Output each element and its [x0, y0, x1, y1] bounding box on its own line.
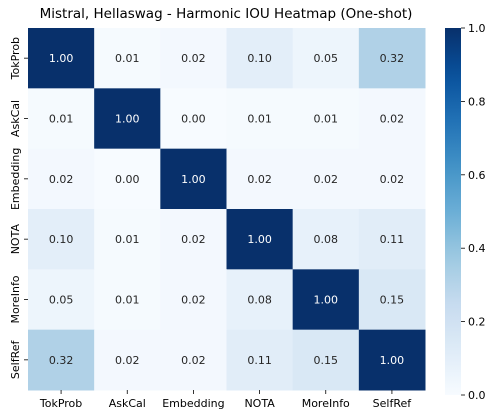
cell-value-label: 0.02	[181, 52, 206, 65]
heatmap-cell	[358, 269, 426, 331]
x-tick-label: MoreInfo	[302, 397, 350, 410]
heatmap-cell	[292, 329, 360, 391]
heatmap-cell	[358, 88, 426, 150]
heatmap-cell	[28, 28, 95, 89]
cell-value-label: 0.00	[181, 113, 206, 126]
cell-value-label: 0.08	[314, 233, 339, 246]
heatmap-cell	[292, 28, 360, 89]
cell-value-label: 1.00	[49, 52, 74, 65]
heatmap-cell	[94, 28, 161, 89]
cell-value-label: 0.15	[314, 354, 339, 367]
heatmap-cell	[226, 148, 294, 210]
cell-value-label: 0.01	[49, 113, 74, 126]
heatmap-cell	[226, 329, 294, 391]
heatmap-cell	[226, 209, 294, 270]
colorbar-tick-label: 0.0	[468, 389, 486, 402]
colorbar-tick-label: 0.8	[468, 95, 486, 108]
cell-value-label: 0.01	[115, 52, 140, 65]
chart-title: Mistral, Hellaswag - Harmonic IOU Heatma…	[40, 6, 413, 22]
colorbar-gradient	[445, 28, 461, 395]
colorbar: 0.0 0.2 0.4 0.6 0.8 1.0	[445, 22, 486, 402]
cell-value-label: 0.01	[247, 113, 272, 126]
heatmap-cell	[358, 148, 426, 210]
cell-value-label: 0.02	[181, 294, 206, 307]
cell-value-label: 0.01	[115, 233, 140, 246]
heatmap-cell	[94, 209, 161, 270]
cell-value-label: 1.00	[181, 173, 206, 186]
cell-value-label: 0.02	[380, 173, 405, 186]
cell-value-label: 0.10	[49, 233, 74, 246]
heatmap-cell	[28, 209, 95, 270]
cell-value-label: 0.11	[380, 233, 405, 246]
y-tick-label: AskCal	[9, 100, 22, 137]
heatmap-cell	[358, 28, 426, 89]
cell-value-label: 0.01	[115, 294, 140, 307]
heatmap-cell	[160, 88, 227, 150]
cell-value-label: 0.32	[380, 52, 405, 65]
x-axis: TokProb AskCal Embedding NOTA MoreInfo SelfRe…	[39, 390, 412, 410]
heatmap-cell	[94, 269, 161, 331]
cell-value-label: 0.02	[115, 354, 140, 367]
cell-value-label: 0.15	[380, 294, 405, 307]
x-tick-label: Embedding	[162, 397, 224, 410]
cell-value-label: 0.10	[247, 52, 272, 65]
cell-value-label: 0.32	[49, 354, 74, 367]
cell-value-label: 0.02	[49, 173, 74, 186]
heatmap-cell	[292, 209, 360, 270]
x-tick-label: TokProb	[39, 397, 82, 410]
heatmap-cell	[28, 88, 95, 150]
heatmap-cell	[28, 148, 95, 210]
colorbar-tick-label: 0.4	[468, 242, 486, 255]
cell-value-label: 1.00	[314, 294, 339, 307]
heatmap-cell	[160, 209, 227, 270]
y-tick-label: NOTA	[9, 224, 22, 255]
cell-value-label: 0.11	[247, 354, 272, 367]
cell-value-label: 0.02	[380, 113, 405, 126]
heatmap-cells: 1.00 0.01 0.02 0.10 0.05 0.32 0.01 1.00 0.00 0.01…	[28, 28, 426, 391]
heatmap-cell	[94, 329, 161, 391]
cell-value-label: 0.05	[314, 52, 339, 65]
heatmap-cell	[28, 329, 95, 391]
cell-value-label: 0.00	[115, 173, 140, 186]
y-tick-label: Embedding	[9, 148, 22, 210]
x-tick-label: NOTA	[244, 397, 275, 410]
colorbar-tick-label: 1.0	[468, 22, 486, 35]
heatmap-cell	[160, 28, 227, 89]
cell-value-label: 0.02	[181, 233, 206, 246]
y-tick-label: SelfRef	[9, 339, 22, 379]
cell-value-label: 1.00	[247, 233, 272, 246]
cell-value-label: 0.01	[314, 113, 339, 126]
heatmap-cell	[160, 269, 227, 331]
y-tick-label: TokProb	[9, 37, 22, 80]
cell-value-label: 1.00	[380, 354, 405, 367]
cell-value-label: 0.08	[247, 294, 272, 307]
heatmap-cell	[226, 88, 294, 150]
y-tick-label: MoreInfo	[9, 275, 22, 323]
cell-value-label: 0.02	[314, 173, 339, 186]
y-axis: TokProb AskCal Embedding NOTA MoreInfo SelfRe…	[9, 37, 28, 379]
cell-value-label: 0.02	[247, 173, 272, 186]
heatmap-cell	[160, 148, 227, 210]
colorbar-tick-label: 0.6	[468, 169, 486, 182]
heatmap-cell	[292, 269, 360, 331]
heatmap-cell	[358, 329, 426, 391]
heatmap-cell	[292, 148, 360, 210]
heatmap-cell	[358, 209, 426, 270]
x-tick-label: SelfRef	[373, 397, 413, 410]
cell-value-label: 0.02	[181, 354, 206, 367]
cell-value-label: 1.00	[115, 113, 140, 126]
heatmap-cell	[226, 269, 294, 331]
heatmap-cell	[160, 329, 227, 391]
heatmap-cell	[94, 88, 161, 150]
colorbar-tick-label: 0.2	[468, 316, 486, 329]
heatmap-cell	[292, 88, 360, 150]
x-tick-label: AskCal	[109, 397, 146, 410]
heatmap-cell	[28, 269, 95, 331]
heatmap-cell	[94, 148, 161, 210]
heatmap-cell	[226, 28, 294, 89]
cell-value-label: 0.05	[49, 294, 74, 307]
